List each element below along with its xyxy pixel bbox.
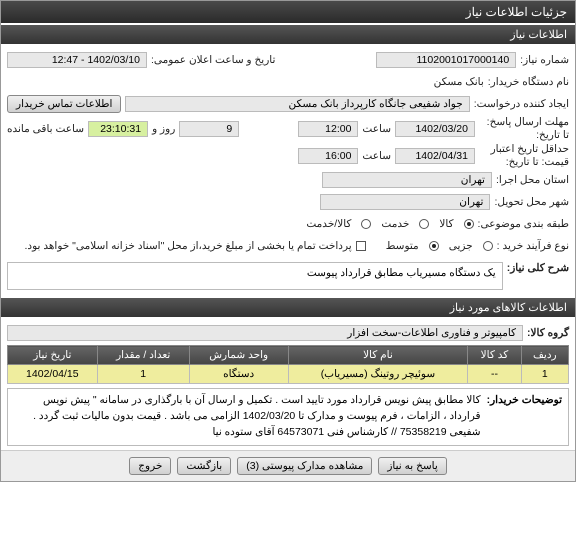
title-text: جزئیات اطلاعات نیاز <box>466 5 567 19</box>
exec-location-value: تهران <box>322 172 492 188</box>
need-no-value: 1102001017000140 <box>376 52 516 68</box>
radio-goods[interactable] <box>464 219 474 229</box>
classification-label: طبقه بندی موضوعی: <box>478 218 569 230</box>
notes-text: کالا مطابق پیش نویس قرارداد مورد تایید ا… <box>14 393 481 440</box>
classification-group: کالا خدمت کالا/خدمت <box>306 218 473 230</box>
view-attachments-button[interactable]: مشاهده مدارک پیوستی (3) <box>237 457 372 475</box>
reply-button[interactable]: پاسخ به نیاز <box>378 457 446 475</box>
process-type-group: جزیی متوسط <box>386 240 493 252</box>
delivery-location-label: شهر محل تحویل: <box>494 196 569 208</box>
col-item-name: نام کالا <box>288 346 468 365</box>
buyer-label: نام دستگاه خریدار: <box>488 76 569 88</box>
back-button[interactable]: بازگشت <box>177 457 231 475</box>
reply-deadline-label: مهلت ارسال پاسخ: تا تاریخ: <box>479 116 569 141</box>
table-header-row: ردیف کد کالا نام کالا واحد شمارش تعداد /… <box>8 346 569 365</box>
info-section-header: اطلاعات نیاز <box>1 25 575 44</box>
radio-both[interactable] <box>361 219 371 229</box>
description-text: یک دستگاه مسیریاب مطابق قرارداد پیوست <box>7 262 503 290</box>
treasury-note: پرداخت تمام یا بخشی از مبلغ خرید،از محل … <box>25 240 352 252</box>
buyer-notes: توضیحات خریدار: کالا مطابق پیش نویس قرار… <box>7 388 569 445</box>
need-details-window: جزئیات اطلاعات نیاز اطلاعات نیاز شماره ن… <box>0 0 576 482</box>
table-row[interactable]: 1 -- سوئیچر روتینگ (مسیریاب) دستگاه 1 14… <box>8 365 569 384</box>
announce-label: تاریخ و ساعت اعلان عمومی: <box>151 54 275 66</box>
time-remaining: 23:10:31 <box>88 121 148 137</box>
goods-group-label: گروه کالا: <box>527 327 569 339</box>
validity-time: 16:00 <box>298 148 358 164</box>
need-no-label: شماره نیاز: <box>520 54 569 66</box>
button-row: پاسخ به نیاز مشاهده مدارک پیوستی (3) باز… <box>1 450 575 481</box>
radio-small[interactable] <box>483 241 493 251</box>
col-row-no: ردیف <box>521 346 568 365</box>
description-label: شرح کلی نیاز: <box>507 262 569 274</box>
radio-medium[interactable] <box>429 241 439 251</box>
days-remaining: 9 <box>179 121 239 137</box>
col-need-date: تاریخ نیاز <box>8 346 98 365</box>
exec-location-label: استان محل اجرا: <box>496 174 569 186</box>
requester-label: ایجاد کننده درخواست: <box>474 98 569 110</box>
goods-group-value: کامپیوتر و فناوری اطلاعات-سخت افزار <box>7 325 523 341</box>
reply-time: 12:00 <box>298 121 358 137</box>
col-qty: تعداد / مقدار <box>97 346 189 365</box>
exit-button[interactable]: خروج <box>129 457 171 475</box>
items-table: ردیف کد کالا نام کالا واحد شمارش تعداد /… <box>7 345 569 384</box>
form-area: شماره نیاز: 1102001017000140 تاریخ و ساع… <box>1 44 575 296</box>
col-item-code: کد کالا <box>468 346 521 365</box>
contact-buyer-button[interactable]: اطلاعات تماس خریدار <box>7 95 121 113</box>
process-type-label: نوع فرآیند خرید : <box>497 240 569 252</box>
notes-label: توضیحات خریدار: <box>487 393 562 440</box>
buyer-value: بانک مسکن <box>434 76 484 88</box>
window-titlebar: جزئیات اطلاعات نیاز <box>1 1 575 23</box>
reply-date: 1402/03/20 <box>395 121 475 137</box>
validity-label: حداقل تاریخ اعتبار قیمت: تا تاریخ: <box>479 143 569 168</box>
requester-value: جواد شفیعی جانگاه کارپرداز بانک مسکن <box>125 96 469 112</box>
announce-value: 1402/03/10 - 12:47 <box>7 52 147 68</box>
delivery-location-value: تهران <box>320 194 490 210</box>
items-section-header: اطلاعات کالاهای مورد نیاز <box>1 298 575 317</box>
radio-service[interactable] <box>419 219 429 229</box>
col-unit: واحد شمارش <box>189 346 288 365</box>
treasury-checkbox[interactable] <box>356 241 366 251</box>
validity-date: 1402/04/31 <box>395 148 475 164</box>
